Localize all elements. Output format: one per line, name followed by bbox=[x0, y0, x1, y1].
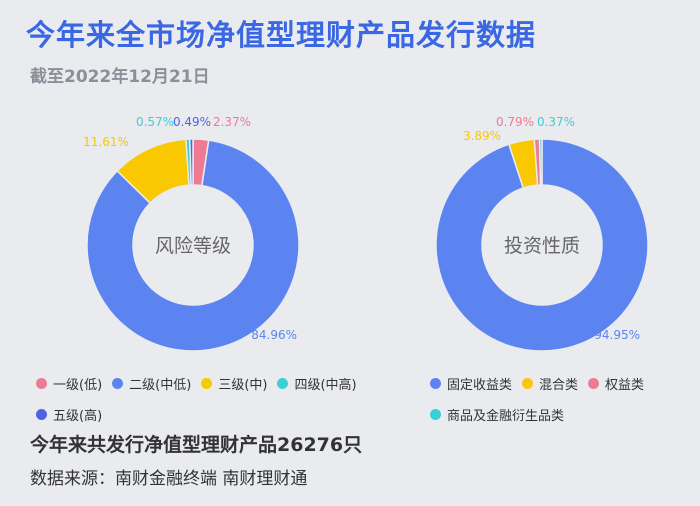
donut-slice bbox=[435, 138, 649, 352]
risk-legend: 一级(低) 二级(中低) 三级(中) 四级(中高) 五级(高) bbox=[36, 374, 376, 424]
legend-label: 固定收益类 bbox=[447, 378, 513, 393]
legend-item[interactable]: 一级(低) bbox=[36, 374, 102, 393]
slice-label: 0.57% bbox=[136, 115, 174, 129]
legend-dot-icon bbox=[201, 378, 213, 389]
slice-label: 11.61% bbox=[83, 135, 129, 149]
donut-center-label: 风险等级 bbox=[155, 235, 231, 257]
legend-dot-icon bbox=[36, 409, 47, 420]
legend-label: 四级(中高) bbox=[294, 378, 357, 393]
legend-label: 一级(低) bbox=[53, 378, 103, 393]
legend-label: 商品及金融衍生品类 bbox=[447, 409, 565, 424]
legend-label: 三级(中) bbox=[218, 378, 268, 393]
legend-dot-icon bbox=[588, 378, 600, 389]
legend-dot-icon bbox=[522, 378, 534, 389]
slice-label: 0.49% bbox=[173, 115, 211, 129]
legend-dot-icon bbox=[277, 378, 289, 389]
legend-dot-icon bbox=[36, 378, 47, 389]
page-subtitle: 截至2022年12月21日 bbox=[30, 67, 210, 87]
donut-center-label: 投资性质 bbox=[504, 235, 580, 257]
legend-item[interactable]: 三级(中) bbox=[201, 374, 267, 393]
legend-item[interactable]: 五级(高) bbox=[36, 405, 102, 424]
legend-label: 二级(中低) bbox=[129, 378, 192, 393]
legend-label: 权益类 bbox=[605, 378, 645, 393]
slice-label: 3.89% bbox=[463, 129, 501, 143]
page-title: 今年来全市场净值型理财产品发行数据 bbox=[26, 18, 537, 52]
legend-label: 混合类 bbox=[539, 378, 579, 393]
legend-item[interactable]: 固定收益类 bbox=[430, 374, 512, 393]
legend-dot-icon bbox=[112, 378, 124, 389]
legend-dot-icon bbox=[430, 378, 441, 389]
slice-label: 0.79% bbox=[496, 115, 534, 129]
donut-slice bbox=[86, 139, 300, 352]
donut-slice bbox=[188, 138, 194, 186]
slice-label: 0.37% bbox=[537, 115, 575, 129]
data-source: 数据来源：南财金融终端 南财理财通 bbox=[30, 469, 308, 489]
legend-item[interactable]: 权益类 bbox=[588, 374, 644, 393]
slice-label: 2.37% bbox=[213, 115, 251, 129]
summary-text: 今年来共发行净值型理财产品26276只 bbox=[30, 434, 363, 456]
legend-item[interactable]: 二级(中低) bbox=[112, 374, 191, 393]
legend-item[interactable]: 四级(中高) bbox=[277, 374, 357, 393]
legend-item[interactable]: 混合类 bbox=[522, 374, 578, 393]
slice-label: 94.95% bbox=[594, 328, 640, 342]
donut-slice bbox=[538, 138, 543, 186]
legend-dot-icon bbox=[430, 409, 441, 420]
slice-label: 84.96% bbox=[251, 328, 297, 342]
investment-legend: 固定收益类 混合类 权益类商品及金融衍生品类 bbox=[430, 374, 680, 424]
legend-item[interactable]: 商品及金融衍生品类 bbox=[430, 405, 564, 424]
legend-label: 五级(高) bbox=[53, 409, 103, 424]
